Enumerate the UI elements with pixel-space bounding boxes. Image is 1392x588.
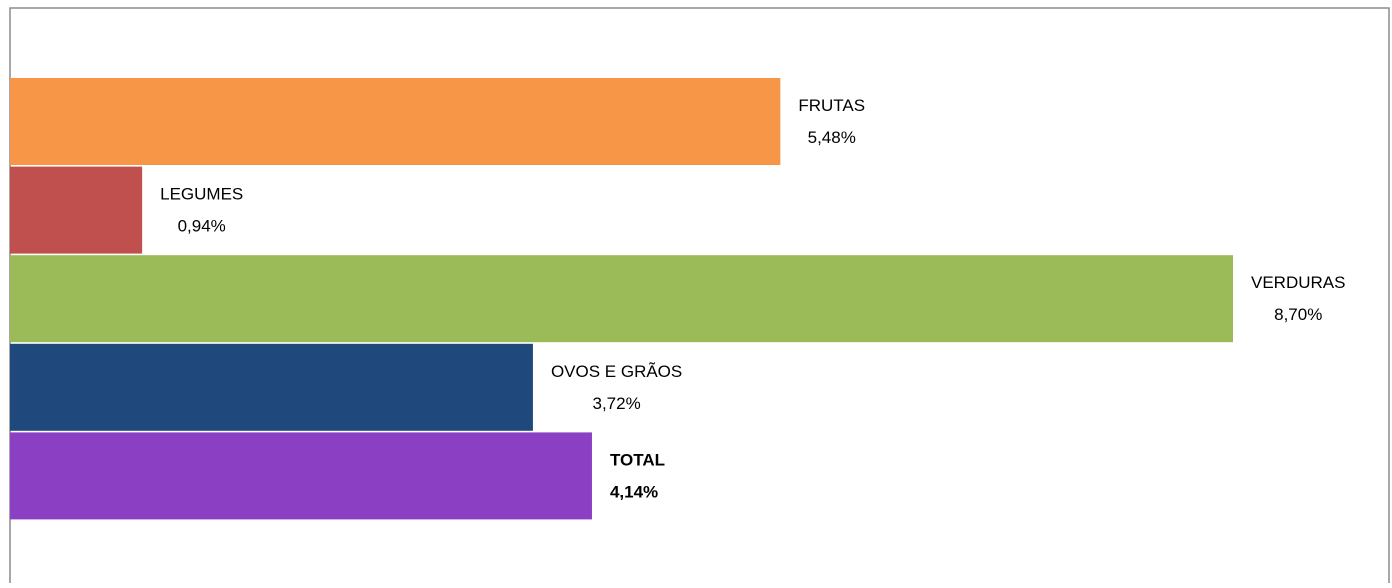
category-label: LEGUMES xyxy=(160,185,243,204)
bar xyxy=(10,166,143,254)
bar xyxy=(10,78,781,165)
bar xyxy=(10,255,1233,343)
value-label: 4,14% xyxy=(610,482,658,501)
category-label: VERDURAS xyxy=(1251,273,1345,292)
value-label: 5,48% xyxy=(808,128,856,147)
value-label: 3,72% xyxy=(592,394,640,413)
value-label: 8,70% xyxy=(1274,305,1322,324)
category-label: OVOS E GRÃOS xyxy=(551,362,682,381)
bar xyxy=(10,432,592,520)
value-label: 0,94% xyxy=(178,217,226,236)
bar xyxy=(10,343,533,431)
category-label: FRUTAS xyxy=(798,96,865,115)
category-label: TOTAL xyxy=(610,450,665,469)
